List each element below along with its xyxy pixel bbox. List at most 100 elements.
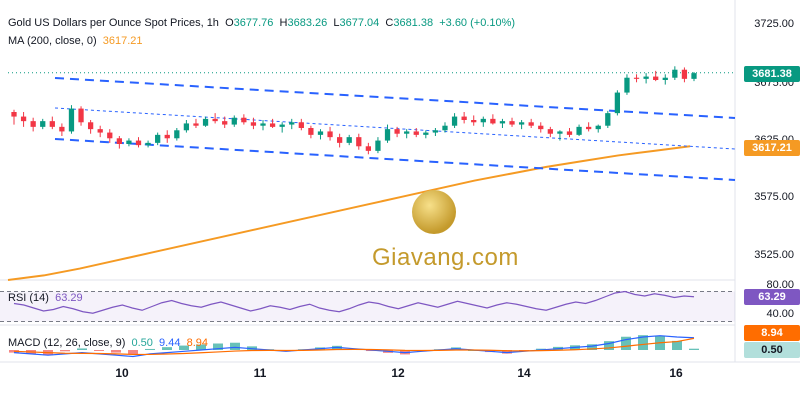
candle-body <box>97 129 103 133</box>
candle-body <box>375 140 381 151</box>
candle-body <box>279 124 285 127</box>
ma-label: MA (200, close, 0) <box>8 35 97 47</box>
macd-line <box>13 335 695 358</box>
low-value: 3677.04 <box>339 17 380 29</box>
macd-histogram-bar <box>128 350 138 355</box>
candle-body <box>633 77 640 79</box>
symbol-title: Gold US Dollars per Ounce Spot Prices, 1… <box>8 17 219 29</box>
candle-body <box>557 131 563 134</box>
candle-body <box>566 131 573 135</box>
macd-badge: 8.94 <box>744 325 800 341</box>
y-tick-label: 3525.00 <box>754 249 794 261</box>
watermark-text: Giavang.com <box>372 244 519 271</box>
candle-body <box>576 126 582 135</box>
ma200-line <box>7 145 691 281</box>
y-tick-label: 3575.00 <box>754 191 794 203</box>
macd-signal-line <box>13 337 695 356</box>
rsi-label: RSI (14) <box>8 292 49 304</box>
watermark-logo <box>412 190 456 234</box>
candle-body <box>68 108 75 132</box>
candle-body <box>394 129 400 134</box>
macd-histogram-bar <box>196 344 206 350</box>
candle-body <box>135 140 142 146</box>
candle-body <box>250 122 257 126</box>
candle-body <box>356 137 362 147</box>
x-tick-label: 10 <box>115 366 129 380</box>
macd-signal-value: 8.94 <box>186 337 209 349</box>
macd-histogram-bar <box>672 340 682 350</box>
candle-body <box>499 121 506 124</box>
candle-body <box>298 122 304 128</box>
candle-body <box>40 121 46 127</box>
candle-body <box>471 120 477 123</box>
candle-body <box>327 131 333 138</box>
open-value: 3677.76 <box>233 17 274 29</box>
candle-body <box>269 123 276 127</box>
y-tick-label: 3725.00 <box>754 18 794 30</box>
rsi-badge: 63.29 <box>744 289 800 305</box>
candle-body <box>384 129 391 141</box>
macd-histogram-bar <box>502 350 512 354</box>
macd-histogram-bar <box>587 344 597 350</box>
candle-body <box>30 121 36 127</box>
candle-body <box>538 125 544 130</box>
close-label: C <box>385 17 394 29</box>
candle-body <box>289 122 295 125</box>
macd-histogram-bar <box>145 348 155 350</box>
channel-lower-line <box>54 138 736 181</box>
candle-body <box>260 123 266 126</box>
candle-body <box>413 131 419 135</box>
close-value: 3681.38 <box>393 17 434 29</box>
candle-body <box>241 117 247 123</box>
candle-body <box>643 76 649 79</box>
macd-histogram-bar <box>162 347 172 350</box>
candle-body <box>174 130 180 139</box>
candle-body <box>528 122 534 126</box>
candle-body <box>20 116 27 122</box>
candle-body <box>547 129 553 134</box>
macd-histogram-bar <box>536 348 546 350</box>
macd-histogram-bar <box>638 335 648 350</box>
rsi-tick-label: 40.00 <box>766 308 794 320</box>
ma-legend: MA (200, close, 0) 3617.21 <box>8 35 143 47</box>
candle-body <box>78 108 84 123</box>
change-value: +3.60 (+0.10%) <box>439 17 516 29</box>
candle-body <box>317 131 324 135</box>
macd-histogram-bar <box>689 348 699 350</box>
candle-body <box>432 130 439 133</box>
price-badge: 3681.38 <box>744 66 800 82</box>
candle-body <box>423 132 429 135</box>
ma-badge: 3617.21 <box>744 140 800 156</box>
macd-legend: MACD (12, 26, close, 9) 0.50 9.44 8.94 <box>8 337 208 349</box>
candle-body <box>11 112 17 117</box>
candle-body <box>509 121 515 125</box>
candle-body <box>672 69 678 78</box>
candle-body <box>480 118 486 123</box>
candle-body <box>346 137 352 143</box>
candle-body <box>308 128 314 135</box>
candle-body <box>662 77 668 80</box>
macd-histogram-bar <box>230 342 240 350</box>
candle-body <box>605 113 611 126</box>
macd-histogram-bar <box>213 343 223 350</box>
open-label: O <box>225 17 234 29</box>
macd-histogram-bar <box>621 336 631 350</box>
candle-body <box>59 126 65 132</box>
candle-body <box>126 140 132 144</box>
macd-line-value: 9.44 <box>159 337 181 349</box>
candle-body <box>193 123 199 126</box>
macd-hist-value: 0.50 <box>131 337 153 349</box>
macd-histogram-bar <box>94 350 104 351</box>
rsi-line <box>13 290 695 314</box>
x-tick-label: 14 <box>517 366 531 380</box>
x-tick-label: 12 <box>391 366 405 380</box>
macd-histogram-bar <box>77 348 87 350</box>
candle-body <box>595 125 601 130</box>
ma-value: 3617.21 <box>102 35 143 47</box>
candle-body <box>212 118 218 122</box>
candle-body <box>624 77 630 93</box>
x-tick-label: 11 <box>253 366 267 380</box>
candle-body <box>183 123 190 131</box>
